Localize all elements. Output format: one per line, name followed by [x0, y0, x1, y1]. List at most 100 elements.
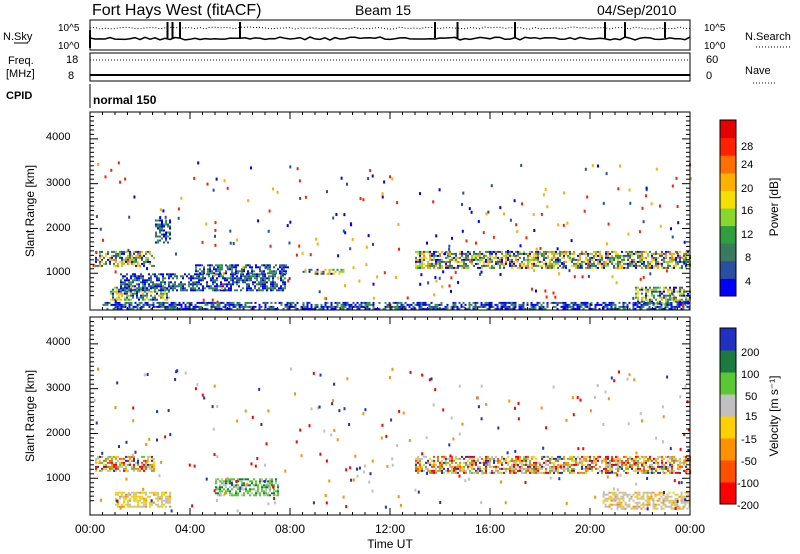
data-cell: [420, 305, 423, 308]
data-cell: [451, 471, 453, 474]
data-cell: [133, 469, 135, 472]
data-cell: [136, 279, 138, 282]
data-cell: [168, 307, 171, 310]
data-cell: [122, 277, 124, 280]
data-cell: [157, 235, 159, 238]
data-cell: [628, 499, 631, 502]
data-cell: [441, 463, 443, 466]
data-cell: [563, 260, 565, 263]
data-cell: [101, 250, 103, 253]
data-cell: [482, 231, 485, 235]
data-cell: [669, 465, 671, 468]
data-cell: [551, 455, 553, 458]
data-cell: [634, 301, 637, 304]
data-cell: [617, 461, 619, 464]
data-cell: [608, 301, 611, 304]
data-cell: [253, 494, 255, 497]
data-cell: [95, 215, 98, 219]
data-cell: [545, 295, 548, 299]
data-cell: [316, 270, 319, 273]
data-cell: [202, 275, 204, 278]
data-cell: [454, 270, 457, 274]
data-cell: [547, 256, 549, 259]
data-cell: [235, 480, 238, 483]
data-cell: [652, 507, 655, 510]
data-cell: [665, 286, 667, 289]
data-cell: [417, 457, 419, 460]
data-cell: [204, 301, 207, 304]
data-cell: [265, 442, 268, 446]
power-cb-28: 28: [741, 141, 753, 153]
data-cell: [228, 307, 231, 310]
data-cell: [463, 471, 465, 474]
data-cell: [531, 463, 533, 466]
data-cell: [459, 463, 461, 466]
data-cell: [107, 252, 109, 255]
data-cell: [635, 463, 637, 466]
data-cell: [561, 463, 563, 466]
data-cell: [473, 252, 475, 255]
data-cell: [481, 264, 483, 267]
data-cell: [501, 256, 503, 259]
data-cell: [651, 298, 653, 301]
data-cell: [146, 287, 148, 290]
data-cell: [435, 471, 437, 474]
data-cell: [608, 505, 611, 508]
data-cell: [99, 250, 101, 253]
data-cell: [622, 495, 625, 498]
data-cell: [678, 505, 681, 508]
data-cell: [200, 305, 203, 308]
data-cell: [419, 467, 421, 470]
data-cell: [285, 272, 287, 275]
data-cell: [543, 254, 545, 257]
data-cell: [203, 266, 205, 269]
data-cell: [190, 303, 193, 306]
data-cell: [129, 250, 131, 253]
data-cell: [157, 223, 159, 226]
data-cell: [678, 301, 681, 304]
data-cell: [144, 290, 146, 293]
data-cell: [228, 283, 230, 286]
data-cell: [515, 254, 517, 257]
data-cell: [138, 285, 140, 288]
data-cell: [229, 480, 231, 483]
data-cell: [667, 467, 669, 470]
data-cell: [138, 283, 140, 286]
data-cell: [549, 467, 551, 470]
data-cell: [390, 305, 393, 308]
data-cell: [597, 459, 599, 462]
data-cell: [229, 268, 231, 271]
power-axis-ticks: [89, 112, 691, 310]
data-cell: [142, 285, 144, 288]
data-cell: [471, 461, 473, 464]
data-cell: [559, 252, 561, 255]
data-cell: [425, 250, 427, 253]
data-cell: [121, 264, 123, 267]
data-cell: [547, 264, 549, 267]
data-cell: [146, 303, 149, 306]
data-cell: [497, 471, 499, 474]
data-cell: [417, 252, 419, 255]
data-cell: [660, 507, 663, 510]
data-cell: [545, 455, 547, 458]
data-cell: [480, 417, 483, 421]
data-cell: [611, 254, 613, 257]
data-cell: [172, 289, 174, 292]
data-cell: [479, 455, 481, 458]
data-cell: [449, 465, 451, 468]
data-cell: [136, 287, 138, 290]
data-cell: [545, 471, 547, 474]
data-cell: [254, 281, 256, 284]
data-cell: [274, 285, 276, 288]
data-cell: [668, 307, 671, 310]
data-cell: [567, 461, 569, 464]
data-cell: [161, 233, 163, 236]
data-cell: [206, 301, 209, 304]
data-cell: [682, 301, 685, 304]
data-cell: [421, 250, 423, 253]
data-cell: [231, 478, 233, 481]
data-cell: [128, 290, 130, 293]
data-cell: [469, 471, 471, 474]
data-cell: [233, 478, 235, 481]
data-cell: [552, 305, 555, 308]
